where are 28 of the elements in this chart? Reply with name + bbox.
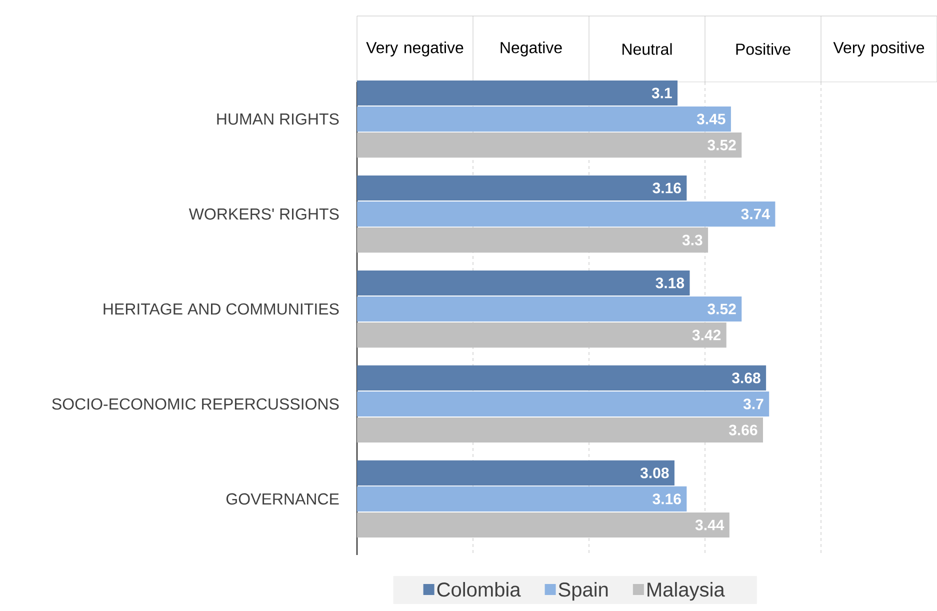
text: Very positive <box>833 42 924 56</box>
y-tick-label: GOVERNANCE <box>226 493 339 505</box>
text: Very negative <box>366 42 464 56</box>
data-label: 3.16 <box>652 494 681 504</box>
legend-label: Colombia <box>437 582 521 597</box>
text: Negative <box>500 42 562 56</box>
data-label: 3.45 <box>696 114 726 124</box>
data-label: 3.74 <box>741 208 770 220</box>
data-label: 3.08 <box>640 468 669 478</box>
legend-label: Malaysia <box>648 582 725 601</box>
data-label: 3.52 <box>708 140 736 150</box>
legend-label: Spain <box>558 582 608 601</box>
y-tick-label: SOCIO-ECONOMIC REPERCUSSIONS <box>52 398 339 410</box>
data-label: 3.68 <box>732 372 760 384</box>
data-label: 3.52 <box>708 304 736 314</box>
y-tick-label: WORKERS' RIGHTS <box>188 208 339 220</box>
data-label: 3.18 <box>656 278 684 288</box>
data-label: 3.1 <box>652 88 672 98</box>
text: Positive <box>736 43 790 55</box>
y-tick-label: HUMAN RIGHTS <box>217 113 339 125</box>
text: Neutral <box>622 43 672 55</box>
y-tick-label: HERITAGE AND COMMUNITIES <box>104 303 339 315</box>
data-label: 3.3 <box>682 234 702 246</box>
data-label: 3.16 <box>652 182 681 194</box>
data-label: 3.42 <box>692 330 721 340</box>
data-label: 3.44 <box>695 520 724 530</box>
data-label: 3.66 <box>728 424 758 436</box>
data-label: 3.7 <box>743 398 764 410</box>
